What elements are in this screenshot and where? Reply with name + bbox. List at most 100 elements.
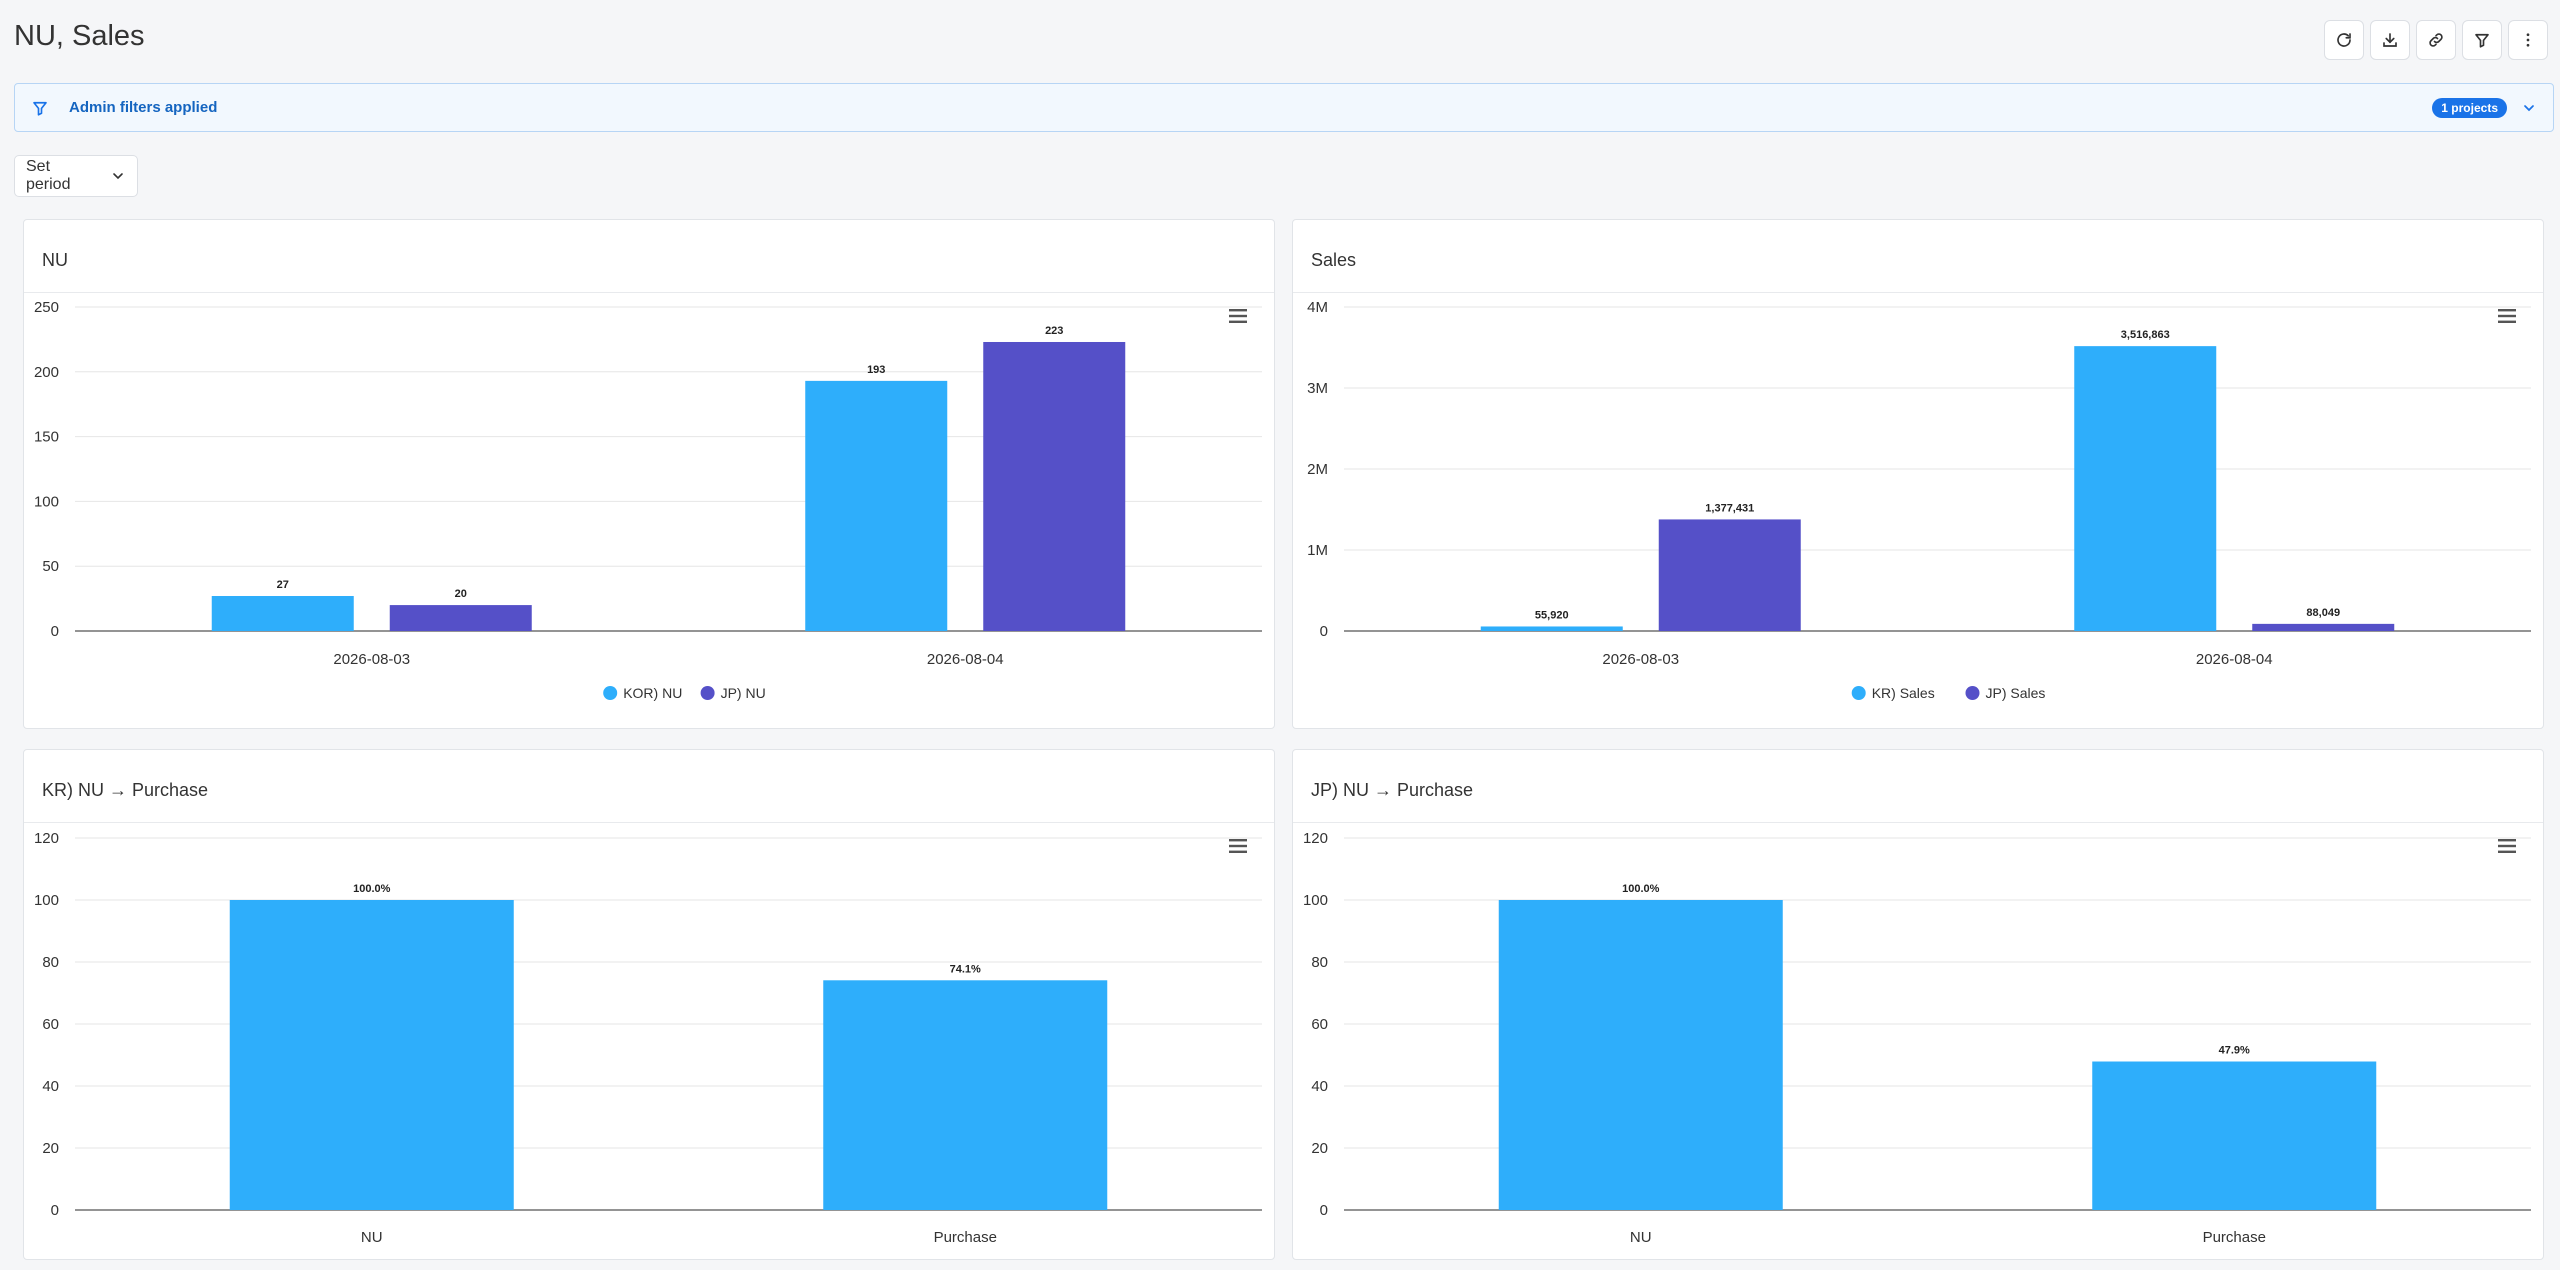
data-label: 193 [867, 364, 885, 376]
bar [983, 341, 1126, 631]
bar [2252, 623, 2395, 631]
set-period-label: Set period [26, 158, 71, 193]
y-tick-label: 120 [34, 830, 59, 847]
set-period-dropdown[interactable]: Set period [14, 155, 138, 197]
link-button[interactable] [2416, 20, 2456, 60]
kr-funnel-bar-chart: 0 20 40 60 80 100 120 NU 100.0% Purchase 74.1% [34, 830, 1262, 1246]
bar [2092, 1061, 2377, 1210]
y-tick-label: 0 [1320, 1202, 1328, 1219]
panel-divider [1293, 822, 2543, 823]
data-label: 47.9% [2219, 1045, 2250, 1057]
legend-item: JP) NU [721, 685, 766, 701]
data-label: 223 [1045, 325, 1063, 337]
download-button[interactable] [2370, 20, 2410, 60]
more-button[interactable] [2508, 20, 2548, 60]
refresh-button[interactable] [2324, 20, 2364, 60]
menu-icon[interactable] [1228, 308, 1248, 324]
toolbar [2324, 20, 2548, 60]
y-tick-label: 40 [1311, 1078, 1328, 1095]
panel-divider [24, 292, 1274, 293]
data-label: 27 [277, 579, 289, 591]
bar [229, 900, 514, 1210]
y-tick-label: 150 [34, 429, 59, 446]
data-label: 1,377,431 [1705, 502, 1754, 514]
x-tick-label: 2026-08-03 [1602, 651, 1679, 668]
x-tick-label: Purchase [2203, 1229, 2266, 1246]
chart-title: JP) NU → Purchase [1311, 780, 1474, 800]
y-tick-label: 0 [51, 623, 59, 640]
y-tick-label: 50 [42, 558, 59, 575]
y-tick-label: 4M [1307, 299, 1328, 316]
y-tick-label: 40 [42, 1078, 59, 1095]
admin-filter-bar[interactable]: Admin filters applied 1 projects [14, 83, 2554, 132]
y-tick-label: 60 [1311, 1016, 1328, 1033]
jp-funnel-bar-chart: 0 20 40 60 80 100 120 NU 100.0% Purchase 47.9% [1303, 830, 2531, 1246]
y-tick-label: 100 [34, 892, 59, 909]
y-tick-label: 120 [1303, 830, 1328, 847]
bar [2074, 346, 2217, 631]
legend-item: KOR) NU [623, 685, 682, 701]
chart-panel-nu: NU 0 50 100 150 200 250 2026-08-03 27 20 2026-08-… [23, 219, 1275, 729]
bar [805, 380, 948, 631]
menu-icon[interactable] [1228, 838, 1248, 854]
nu-bar-chart: 0 50 100 150 200 250 2026-08-03 27 20 2026-08-04 1… [34, 299, 1262, 701]
filter-icon [2475, 33, 2489, 48]
legend-marker [1851, 686, 1866, 700]
chart-title: Sales [1311, 250, 1357, 270]
bar [1480, 626, 1623, 631]
refresh-icon [2337, 33, 2351, 47]
y-tick-label: 0 [1320, 623, 1328, 640]
menu-icon[interactable] [2497, 838, 2517, 854]
y-tick-label: 100 [1303, 892, 1328, 909]
data-label: 88,049 [2306, 607, 2340, 619]
x-tick-label: Purchase [934, 1229, 997, 1246]
y-tick-label: 60 [42, 1016, 59, 1033]
data-label: 100.0% [1622, 883, 1660, 895]
data-label: 55,920 [1535, 609, 1569, 621]
legend-item: JP) Sales [1986, 685, 2046, 701]
y-tick-label: 3M [1307, 380, 1328, 397]
legend-marker [1965, 686, 1980, 700]
x-tick-label: 2026-08-03 [333, 651, 410, 668]
chart-panel-sales: Sales 0 1M 2M 3M 4M 2026-08-03 55,920 1,377,431… [1292, 219, 2544, 729]
x-tick-label: NU [361, 1229, 383, 1246]
data-label: 100.0% [353, 883, 391, 895]
data-label: 20 [455, 588, 467, 600]
legend-marker [700, 686, 715, 700]
y-tick-label: 100 [34, 493, 59, 510]
more-vertical-icon [2526, 33, 2530, 47]
chevron-down-icon[interactable] [2521, 100, 2537, 116]
sales-bar-chart: 0 1M 2M 3M 4M 2026-08-03 55,920 1,377,431 2026-0… [1307, 299, 2531, 701]
chart-panel-kr-funnel: KR) NU → Purchase 0 20 40 60 80 100 120 NU 100.0… [23, 749, 1275, 1260]
bar [389, 605, 532, 631]
y-tick-label: 200 [34, 364, 59, 381]
bar [823, 980, 1108, 1210]
x-tick-label: 2026-08-04 [2196, 651, 2273, 668]
link-icon [2429, 33, 2443, 47]
panel-divider [24, 822, 1274, 823]
page-title: NU, Sales [14, 20, 145, 52]
y-tick-label: 0 [51, 1202, 59, 1219]
x-tick-label: 2026-08-04 [927, 651, 1004, 668]
y-tick-label: 80 [42, 954, 59, 971]
legend-marker [603, 686, 618, 700]
admin-filters-text: Admin filters applied [69, 99, 218, 116]
chart-title: NU [42, 250, 68, 270]
menu-icon[interactable] [2497, 308, 2517, 324]
data-label: 74.1% [950, 963, 981, 975]
x-tick-label: NU [1630, 1229, 1652, 1246]
chart-title: KR) NU → Purchase [42, 780, 209, 800]
bar [211, 596, 354, 631]
data-label: 3,516,863 [2121, 329, 2170, 341]
filter-button[interactable] [2462, 20, 2502, 60]
bar [1658, 519, 1801, 631]
y-tick-label: 1M [1307, 542, 1328, 559]
chart-panel-jp-funnel: JP) NU → Purchase 0 20 40 60 80 100 120 NU 100.0… [1292, 749, 2544, 1260]
filter-icon [31, 99, 49, 117]
download-icon [2383, 33, 2397, 47]
y-tick-label: 20 [1311, 1140, 1328, 1157]
y-tick-label: 20 [42, 1140, 59, 1157]
projects-badge: 1 projects [2432, 97, 2507, 118]
y-tick-label: 2M [1307, 461, 1328, 478]
y-tick-label: 250 [34, 299, 59, 316]
